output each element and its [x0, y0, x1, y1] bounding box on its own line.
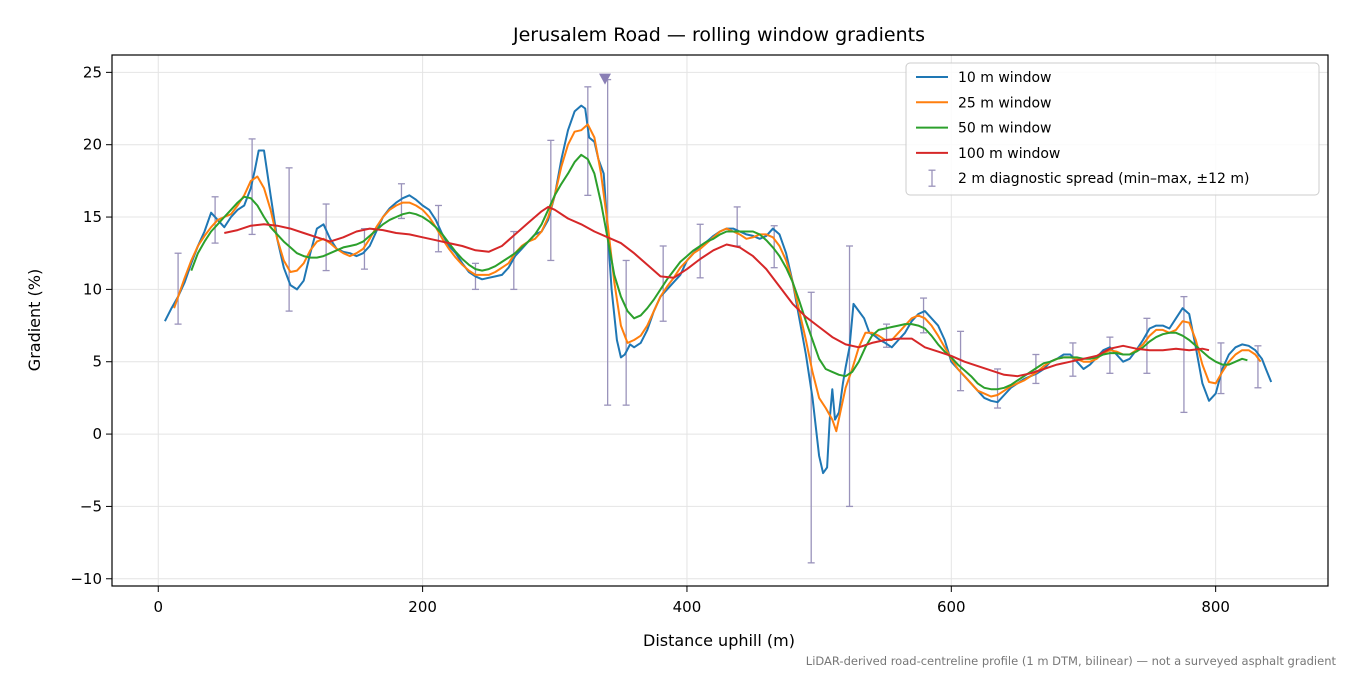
chart-title: Jerusalem Road — rolling window gradient…: [512, 24, 925, 46]
legend-label: 25 m window: [958, 95, 1051, 111]
legend-label: 50 m window: [958, 121, 1051, 137]
x-tick-label: 0: [153, 598, 163, 616]
legend: 10 m window 25 m window 50 m window 100 m w…: [905, 62, 1320, 196]
plot-frame: [111, 54, 1329, 587]
error-bar: [211, 196, 219, 244]
error-bar: [770, 225, 778, 269]
y-tick-label: 5: [92, 353, 102, 371]
plot-area: [164, 73, 1273, 564]
legend-label: 10 m window: [958, 70, 1051, 86]
y-tick-label: −5: [80, 497, 102, 515]
y-tick-label: 20: [83, 136, 102, 154]
legend-label: 2 m diagnostic spread (min–max, ±12 m): [958, 171, 1249, 187]
y-tick-label: 10: [83, 280, 102, 298]
footnote: LiDAR-derived road-centreline profile (1…: [806, 654, 1337, 668]
x-tick-label: 200: [408, 598, 437, 616]
legend-label: 100 m window: [958, 146, 1060, 162]
y-tick-label: 25: [83, 63, 102, 81]
error-bar: [696, 223, 704, 279]
y-tick-label: 0: [92, 425, 102, 443]
error-bar: [285, 167, 293, 312]
marker-layer: [599, 73, 612, 85]
error-bar: [1106, 336, 1114, 374]
x-tick-label: 400: [673, 598, 702, 616]
series-line-4: [224, 205, 1210, 378]
y-axis-ticks: −10 −5 0 5 10 15 20 25: [70, 63, 112, 588]
error-bar: [1069, 342, 1077, 377]
error-bar: [434, 204, 442, 253]
series-lines: [164, 104, 1273, 475]
error-bar: [584, 86, 592, 196]
error-bar: [622, 259, 630, 406]
error-bar: [510, 230, 518, 291]
error-bar: [1180, 295, 1188, 414]
error-bar: [322, 203, 330, 272]
grid: [112, 55, 1328, 586]
series-line-3: [190, 153, 1248, 391]
error-bar: [1143, 317, 1151, 374]
x-tick-label: 800: [1201, 598, 1230, 616]
y-axis-label: Gradient (%): [25, 269, 44, 371]
x-tick-label: 600: [937, 598, 966, 616]
y-tick-label: 15: [83, 208, 102, 226]
x-axis-label: Distance uphill (m): [643, 631, 795, 650]
y-tick-label: −10: [70, 570, 102, 588]
error-bar: [547, 139, 555, 262]
error-bar: [1217, 342, 1225, 395]
error-bars: [174, 78, 1262, 564]
legend-box: [905, 62, 1320, 196]
error-bar: [174, 252, 182, 325]
error-bar: [397, 183, 405, 220]
peak-marker: [599, 73, 612, 85]
x-axis-ticks: 0 200 400 600 800: [153, 586, 1230, 616]
